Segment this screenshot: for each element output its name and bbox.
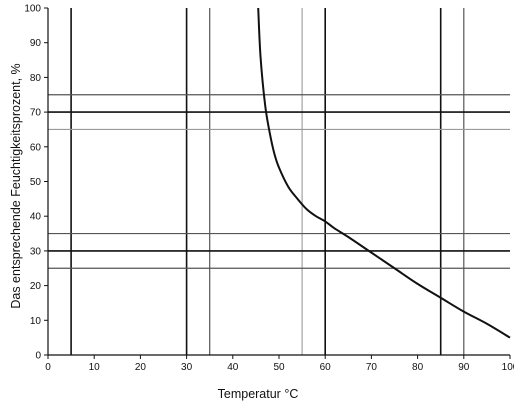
x-tick-label-80: 80 [412, 362, 424, 373]
x-tick-label-70: 70 [366, 362, 378, 373]
y-tick-label-100: 100 [24, 4, 41, 15]
axes [44, 7, 511, 359]
x-axis-label: Temperatur °C [218, 387, 299, 401]
y-tick-label-80: 80 [30, 73, 42, 84]
x-tick-label-30: 30 [181, 362, 193, 373]
x-tick-label-50: 50 [273, 362, 285, 373]
y-tick-label-70: 70 [30, 108, 42, 119]
reference-lines [48, 8, 510, 355]
y-tick-label-20: 20 [30, 281, 42, 292]
y-tick-label-10: 10 [30, 316, 42, 327]
y-tick-label-50: 50 [30, 177, 42, 188]
y-tick-label-0: 0 [35, 351, 41, 362]
y-tick-label-60: 60 [30, 142, 42, 153]
y-tick-label-30: 30 [30, 246, 42, 257]
y-tick-label-90: 90 [30, 38, 42, 49]
y-tick-label-40: 40 [30, 212, 42, 223]
y-axis-label: Das entsprechende Feuchtigkeitsprozent, … [9, 63, 23, 308]
x-tick-label-100: 100 [502, 362, 514, 373]
x-tick-label-0: 0 [45, 362, 51, 373]
curve-layer [257, 7, 511, 339]
humidity-curve-0 [257, 7, 511, 339]
x-tick-label-20: 20 [135, 362, 147, 373]
tick-labels: 0 10 20 30 40 50 60 70 80 90 100 0 10 20 30 40 50 60 70 80 9… [24, 4, 514, 374]
x-tick-label-60: 60 [320, 362, 332, 373]
x-tick-label-40: 40 [227, 362, 239, 373]
x-tick-label-10: 10 [89, 362, 101, 373]
x-tick-label-90: 90 [458, 362, 470, 373]
